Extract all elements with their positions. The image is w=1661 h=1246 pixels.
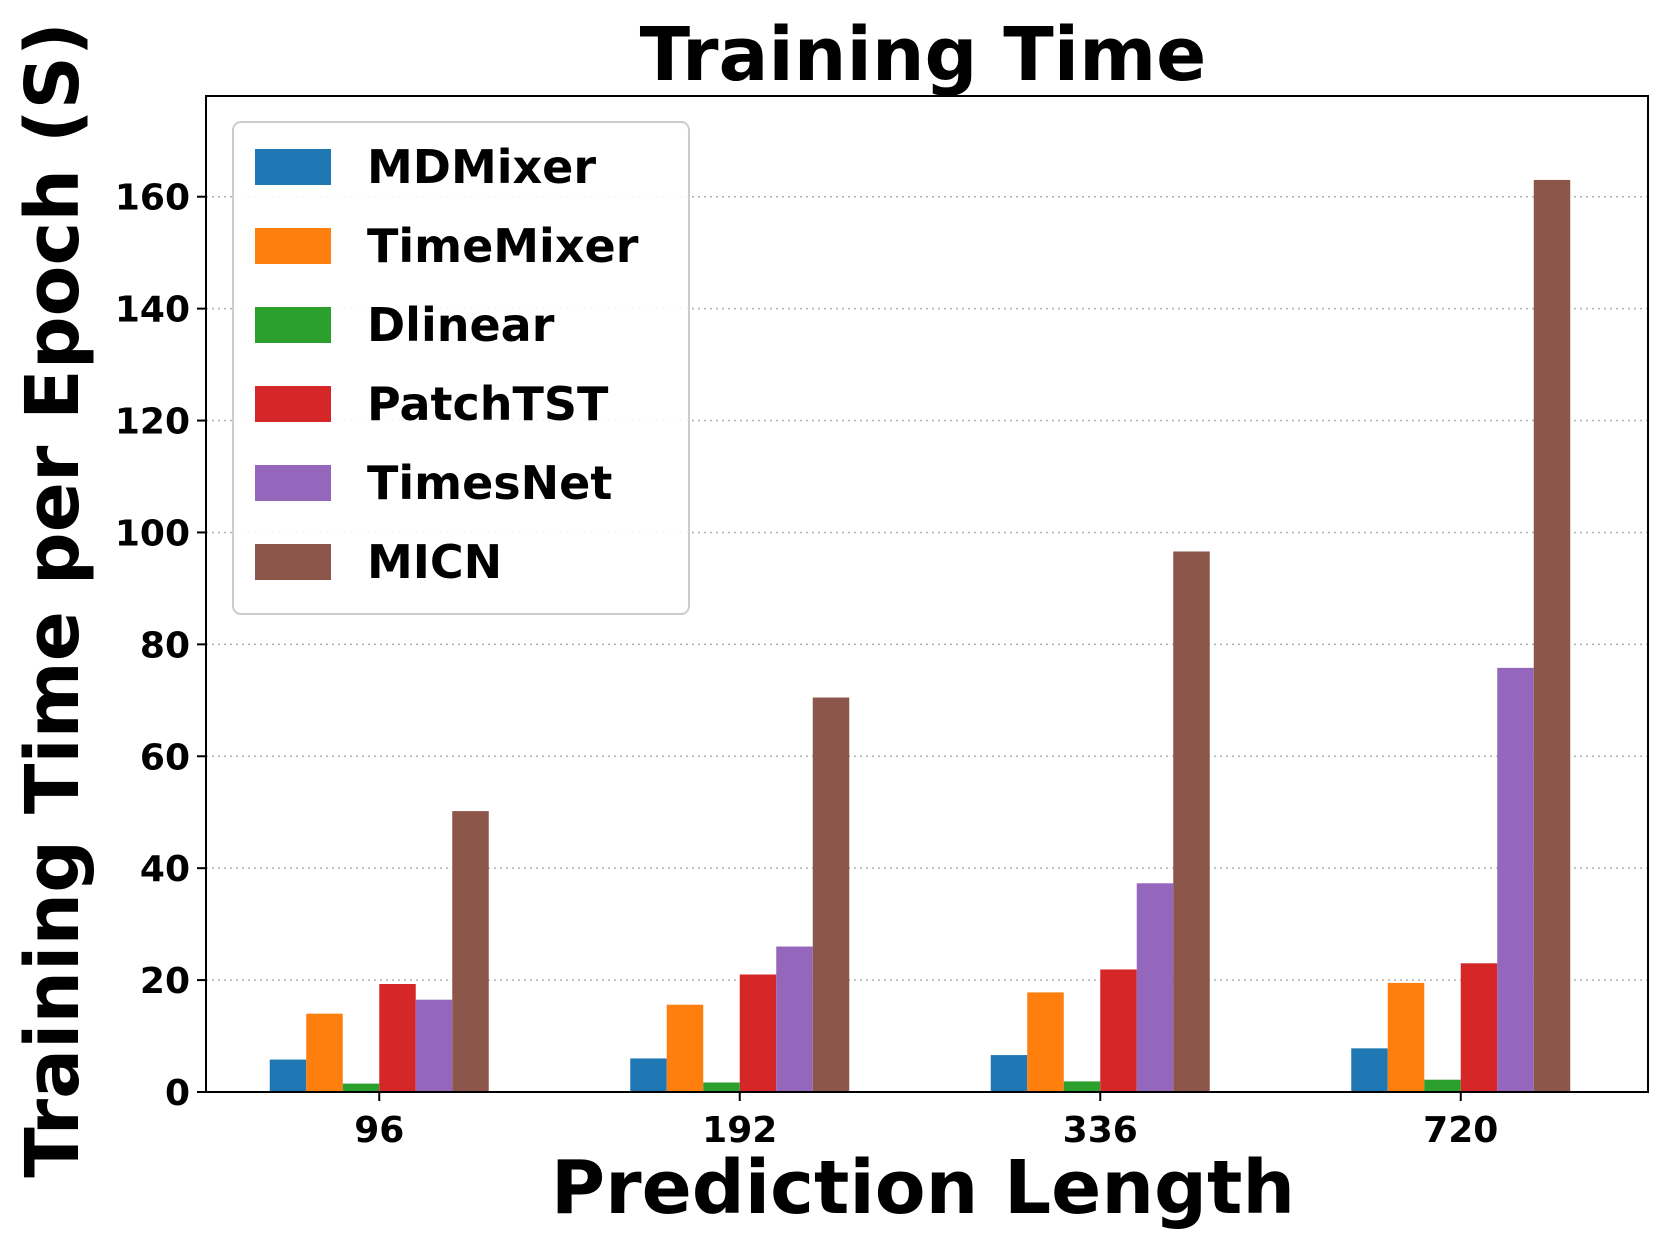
chart-title: Training Time: [640, 12, 1207, 98]
legend-box: [232, 121, 690, 615]
y-tick-label: 100: [115, 513, 190, 554]
bar-timemixer-336: [1027, 992, 1064, 1092]
plot-frame: [205, 95, 1649, 1093]
bar-timesnet-720: [1497, 667, 1534, 1092]
x-axis-label: Prediction Length: [551, 1145, 1295, 1231]
bar-dlinear-96: [342, 1083, 380, 1092]
y-tick-label: 120: [115, 402, 190, 443]
x-tick-label: 192: [702, 1110, 777, 1151]
legend-label-micn: MICN: [367, 535, 502, 589]
y-tick-label: 60: [140, 737, 190, 778]
bar-mdmixer-336: [990, 1055, 1028, 1092]
y-tick-label: 0: [165, 1073, 190, 1114]
y-tick-label: 160: [115, 178, 190, 219]
bar-timesnet-192: [776, 946, 813, 1092]
bars: [269, 179, 1571, 1092]
legend-label-timesnet: TimesNet: [367, 456, 612, 510]
bar-mdmixer-720: [1351, 1048, 1388, 1092]
bar-micn-96: [452, 811, 489, 1092]
legend-swatch-dlinear: [255, 307, 331, 343]
bar-micn-192: [812, 697, 850, 1092]
bar-timemixer-720: [1387, 982, 1425, 1092]
bar-timesnet-96: [415, 999, 453, 1092]
x-tick-label: 336: [1063, 1110, 1138, 1151]
bar-timesnet-336: [1136, 883, 1174, 1092]
legend-swatch-mdmixer: [255, 149, 331, 185]
bar-patchtst-192: [739, 974, 777, 1092]
bar-timemixer-192: [666, 1004, 704, 1092]
legend-swatch-micn: [255, 544, 331, 580]
y-tick-label: 80: [140, 625, 190, 666]
bar-dlinear-192: [703, 1082, 740, 1092]
y-tick-label: 40: [140, 849, 190, 890]
legend-swatch-timemixer: [255, 228, 331, 264]
y-tick-label: 140: [115, 290, 190, 331]
bar-micn-720: [1533, 179, 1571, 1092]
bar-patchtst-336: [1100, 969, 1137, 1092]
legend-label-patchtst: PatchTST: [367, 377, 609, 431]
bar-mdmixer-96: [269, 1059, 307, 1092]
legend-swatch-patchtst: [255, 386, 331, 422]
y-axis-label: Training Time per Epoch (S): [10, 22, 96, 1178]
bar-patchtst-720: [1460, 963, 1498, 1092]
x-tick-label: 720: [1423, 1110, 1498, 1151]
y-tick-label: 20: [140, 961, 190, 1002]
bar-timemixer-96: [306, 1013, 343, 1092]
bar-mdmixer-192: [630, 1058, 667, 1092]
axis-ticks: 0 20 40 60 80 100 120 140 160 96 192 336 720: [115, 178, 1498, 1151]
legend-label-mdmixer: MDMixer: [367, 140, 596, 194]
legend: MDMixer TimeMixer Dlinear PatchTST TimesNet M…: [232, 121, 690, 615]
bar-micn-336: [1173, 551, 1210, 1092]
x-tick-label: 96: [354, 1110, 404, 1151]
bar-patchtst-96: [379, 984, 416, 1092]
legend-label-timemixer: TimeMixer: [367, 219, 639, 273]
bar-dlinear-720: [1424, 1079, 1461, 1092]
bar-dlinear-336: [1063, 1081, 1101, 1092]
legend-swatch-timesnet: [255, 465, 331, 501]
legend-label-dlinear: Dlinear: [367, 298, 555, 352]
